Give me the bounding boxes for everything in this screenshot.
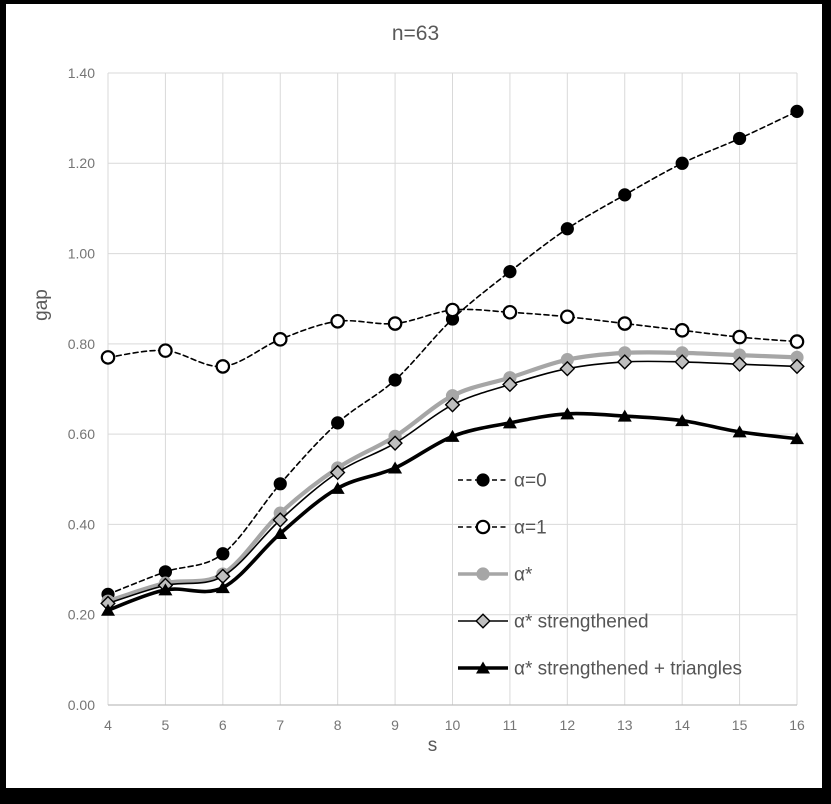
series-marker-0 — [503, 265, 517, 279]
series-marker-1 — [330, 313, 345, 329]
series-marker-4 — [273, 526, 288, 539]
chart-title: n=63 — [391, 22, 440, 45]
y-tick-label: 1.20 — [68, 155, 95, 171]
series-marker-0 — [216, 547, 230, 561]
series-marker-4 — [101, 603, 115, 616]
y-tick-label: 0.60 — [68, 426, 95, 442]
x-tick-label: 9 — [391, 717, 399, 733]
x-tick-label: 11 — [503, 717, 518, 733]
series-marker-4 — [617, 409, 632, 422]
series-marker-3 — [387, 435, 403, 451]
series-marker-4 — [158, 583, 173, 596]
series-marker-1 — [674, 323, 690, 338]
series-marker-1 — [215, 359, 231, 374]
series-marker-4 — [502, 416, 517, 429]
series-marker-3 — [502, 376, 518, 393]
series-marker-4 — [675, 414, 690, 427]
y-tick-label: 0.00 — [68, 697, 95, 713]
series-marker-4 — [215, 581, 230, 594]
series-marker-1 — [502, 304, 518, 320]
series-marker-0 — [331, 416, 345, 430]
series-marker-1 — [100, 350, 116, 365]
legend-label-4: α* strengthened + triangles — [514, 659, 742, 680]
y-tick-label: 0.40 — [68, 516, 95, 532]
series-marker-3 — [272, 512, 289, 528]
series-marker-2 — [618, 346, 632, 360]
series-marker-3 — [329, 464, 346, 481]
series-marker-1 — [789, 334, 805, 349]
series-marker-4 — [790, 432, 804, 445]
x-tick-label: 12 — [560, 717, 576, 733]
x-tick-label: 16 — [789, 717, 805, 733]
series-marker-0 — [790, 104, 804, 118]
series-marker-0 — [560, 222, 574, 236]
x-tick-label: 6 — [219, 717, 227, 733]
legend-marker-4 — [476, 661, 490, 674]
series-marker-2 — [445, 389, 460, 403]
series-marker-2 — [560, 353, 574, 367]
series-marker-4 — [330, 481, 345, 494]
x-tick-label: 14 — [674, 717, 690, 733]
series-marker-3 — [616, 354, 633, 370]
series-marker-2 — [675, 346, 689, 360]
legend-marker-1 — [475, 519, 491, 535]
series-marker-0 — [273, 477, 287, 491]
x-tick-label: 15 — [732, 717, 748, 733]
series-marker-1 — [158, 343, 173, 358]
y-tick-label: 0.20 — [68, 607, 95, 623]
series-marker-3 — [674, 354, 690, 370]
y-tick-label: 1.00 — [68, 245, 95, 261]
series-marker-1 — [732, 329, 747, 345]
series-marker-3 — [731, 356, 748, 372]
legend-label-1: α=1 — [514, 518, 547, 539]
series-marker-4 — [560, 407, 575, 420]
series-marker-4 — [388, 461, 403, 474]
series-marker-0 — [732, 131, 747, 146]
legend-marker-2 — [476, 567, 490, 581]
series-marker-3 — [789, 358, 805, 375]
x-tick-label: 13 — [617, 717, 633, 733]
series-marker-3 — [444, 397, 461, 413]
series-marker-4 — [445, 429, 460, 442]
series-marker-1 — [387, 316, 403, 331]
legend-label-3: α* strengthened — [514, 612, 649, 633]
y-axis-title: gap — [31, 289, 52, 321]
legend-marker-0 — [476, 473, 490, 487]
legend-label-2: α* — [514, 565, 533, 586]
y-tick-label: 0.80 — [68, 336, 95, 352]
series-marker-0 — [158, 565, 173, 579]
series-marker-0 — [618, 188, 632, 202]
series-marker-0 — [675, 156, 689, 170]
y-tick-label: 1.40 — [68, 65, 95, 81]
x-axis-title: s — [427, 735, 438, 756]
series-marker-1 — [445, 302, 460, 318]
series-marker-0 — [388, 373, 402, 387]
series-marker-4 — [732, 425, 747, 438]
series-marker-1 — [617, 316, 633, 331]
x-tick-label: 8 — [334, 717, 342, 733]
series-marker-3 — [559, 360, 576, 377]
chart-paper — [6, 4, 822, 788]
x-tick-label: 10 — [445, 717, 461, 733]
legend-label-0: α=0 — [514, 471, 547, 492]
x-tick-label: 4 — [104, 717, 112, 733]
series-marker-2 — [732, 348, 747, 362]
series-marker-1 — [272, 332, 288, 347]
legend-marker-3 — [475, 613, 491, 629]
x-tick-label: 7 — [276, 717, 284, 733]
series-marker-2 — [790, 350, 804, 364]
x-tick-label: 5 — [162, 717, 170, 733]
series-marker-1 — [560, 309, 575, 325]
